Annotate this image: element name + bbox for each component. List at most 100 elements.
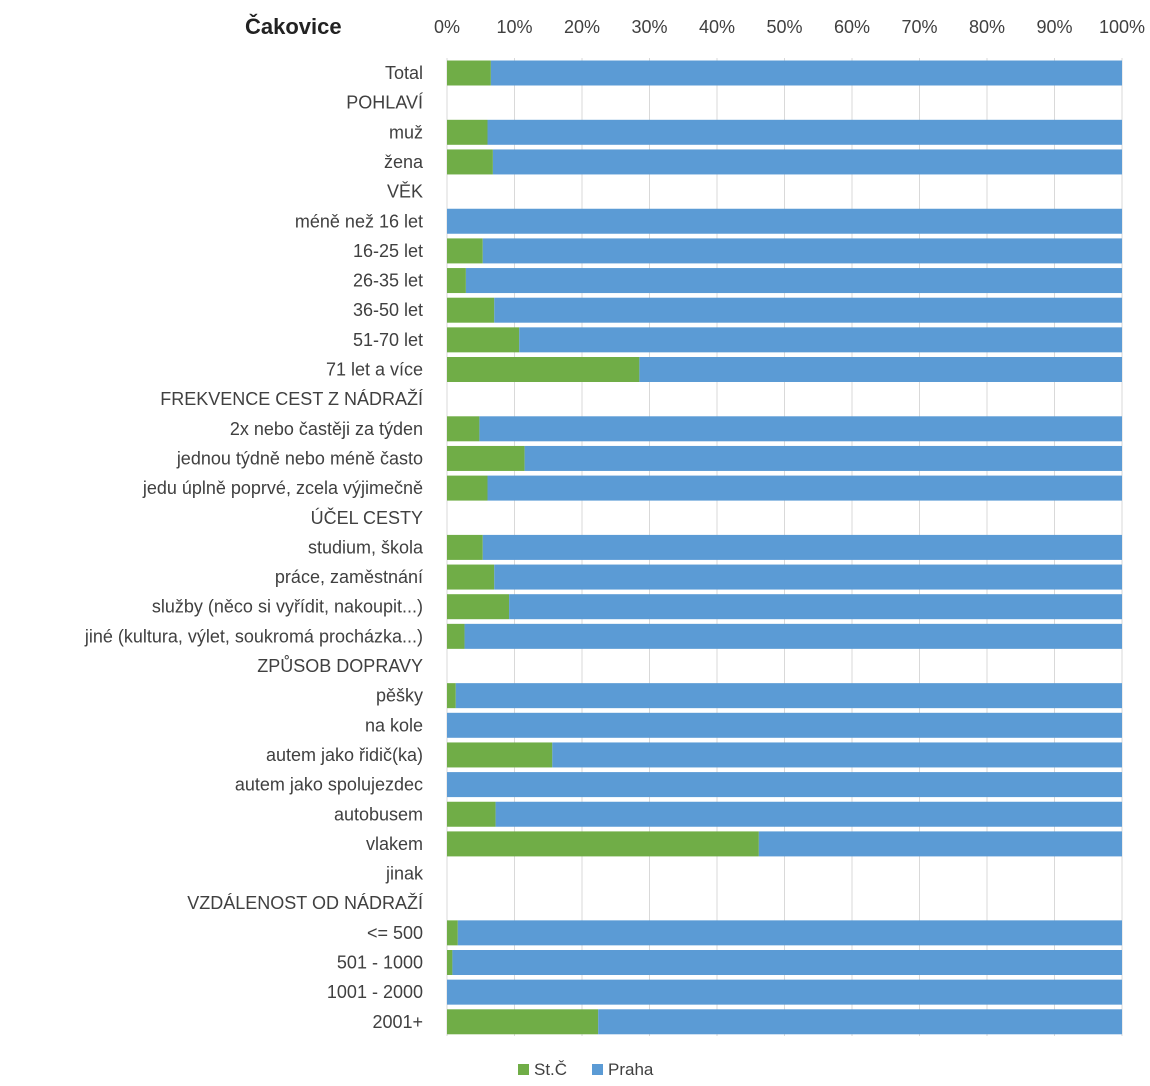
bar-segment-praha [494,564,1122,590]
category-label: vlakem [366,834,423,854]
bar-segment-stc [447,950,453,975]
bar-segment-praha [447,712,1122,738]
bar-segment-praha [447,979,1122,1005]
bar-segment-praha [487,475,1122,501]
category-label: studium, škola [308,537,424,557]
category-label: POHLAVÍ [346,93,423,113]
category-label: muž [389,122,423,142]
category-label: 16-25 let [353,241,423,261]
bar-segment-praha [487,119,1122,145]
category-label: Total [385,63,423,83]
bars [447,60,1123,1035]
bar-segment-praha [492,149,1122,175]
category-label: 2001+ [372,1012,423,1032]
bar-segment-stc [447,416,480,442]
legend-label: St.Č [534,1060,567,1079]
category-label: VZDÁLENOST OD NÁDRAŽÍ [187,893,423,913]
bar-segment-praha [464,623,1122,649]
bar-segment-praha [639,357,1122,382]
x-axis-ticks: 0% 10% 20% 30% 40% 50% 60% 70% 80% 90% 100% [434,17,1145,37]
bar-segment-praha [490,60,1122,86]
category-label: ZPŮSOB DOPRAVY [257,655,423,676]
bar-segment-stc [447,831,759,857]
x-tick-label: 0% [434,17,460,37]
category-label: 51-70 let [353,330,423,350]
bar-segment-stc [447,445,525,471]
category-label: FREKVENCE CEST Z NÁDRAŽÍ [160,389,423,409]
category-label: jednou týdně nebo méně často [176,448,423,468]
bar-segment-praha [552,742,1122,768]
category-label: méně než 16 let [295,211,423,231]
category-label: 71 let a více [326,360,423,380]
bar-segment-stc [447,534,483,560]
x-tick-label: 50% [766,17,802,37]
bar-segment-stc [447,920,458,946]
bar-segment-stc [447,119,488,145]
bar-segment-stc [447,683,456,709]
legend-label: Praha [608,1060,654,1079]
category-label: <= 500 [367,923,423,943]
category-label: práce, zaměstnání [275,567,423,587]
legend: St.Č Praha [518,1060,654,1079]
bar-segment-praha [465,268,1122,294]
legend-swatch [592,1064,603,1075]
bar-segment-stc [447,801,496,827]
category-label: 1001 - 2000 [327,982,423,1002]
category-label: pěšky [376,686,423,706]
bar-segment-stc [447,327,520,353]
x-tick-label: 20% [564,17,600,37]
x-tick-label: 10% [496,17,532,37]
bar-segment-praha [482,534,1122,560]
bar-segment-stc [447,742,553,768]
bar-segment-praha [455,683,1122,709]
category-label: na kole [365,715,423,735]
category-label: jinak [385,864,424,884]
bar-segment-praha [479,416,1122,442]
bar-segment-stc [447,564,495,590]
x-tick-label: 80% [969,17,1005,37]
bar-segment-praha [495,801,1123,827]
x-tick-label: 100% [1099,17,1145,37]
bar-segment-stc [447,149,493,175]
bar-segment-praha [494,297,1122,323]
bar-segment-praha [519,327,1122,353]
bar-segment-stc [447,475,488,501]
x-tick-label: 40% [699,17,735,37]
bar-segment-praha [482,238,1122,264]
bar-segment-stc [447,297,495,323]
category-label: autobusem [334,804,423,824]
x-tick-label: 60% [834,17,870,37]
category-labels: Total POHLAVÍ muž žena VĚK méně než 16 let 16-… [84,63,424,1032]
bar-segment-stc [447,238,483,264]
bar-segment-praha [452,950,1122,975]
category-label: 26-35 let [353,271,423,291]
bar-segment-praha [598,1009,1122,1035]
category-label: 2x nebo častěji za týden [230,419,423,439]
bar-segment-praha [758,831,1122,857]
chart-title: Čakovice [245,14,342,39]
bar-segment-praha [447,772,1122,798]
bar-segment-praha [457,920,1122,946]
category-label: ÚČEL CESTY [311,507,423,528]
x-tick-label: 70% [901,17,937,37]
bar-segment-praha [447,208,1122,234]
category-label: VĚK [387,182,423,202]
category-label: služby (něco si vyřídit, nakoupit...) [152,597,423,617]
legend-swatch [518,1064,529,1075]
category-label: autem jako řidič(ka) [266,745,423,765]
category-label: jiné (kultura, výlet, soukromá procházka… [84,626,423,646]
bar-segment-stc [447,268,466,294]
category-label: jedu úplně poprvé, zcela výjimečně [142,478,423,498]
bar-segment-stc [447,1009,599,1035]
category-label: 501 - 1000 [337,953,423,973]
bar-segment-stc [447,60,491,86]
x-tick-label: 30% [631,17,667,37]
bar-segment-praha [524,445,1122,471]
bar-segment-praha [509,594,1123,620]
category-label: 36-50 let [353,300,423,320]
bar-segment-stc [447,594,510,620]
bar-segment-stc [447,623,465,649]
bar-segment-stc [447,357,640,382]
category-label: autem jako spolujezdec [235,775,423,795]
